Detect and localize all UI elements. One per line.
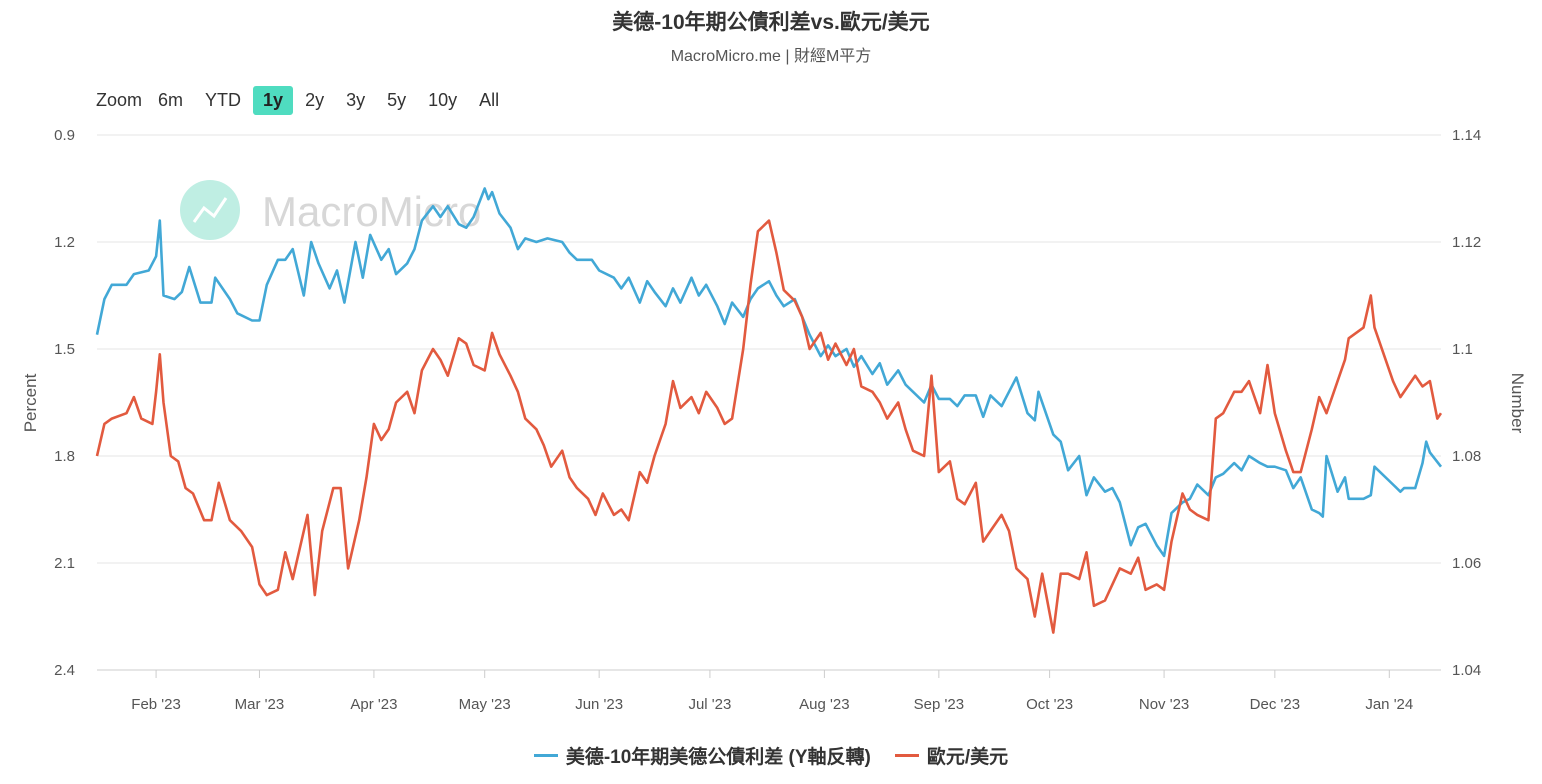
y-left-tick-label: 1.2 — [54, 234, 75, 251]
zoom-label: Zoom — [96, 89, 143, 110]
zoom-button-6m[interactable]: 6m — [158, 89, 184, 110]
x-axis: Feb '23 Mar '23 Apr '23 May '23 Jun '23 Jul '… — [131, 670, 1413, 713]
x-tick-label: Sep '23 — [914, 696, 964, 713]
legend-item-eurusd[interactable]: 歐元/美元 — [894, 742, 1009, 769]
y-axis-right-title: Number — [1508, 373, 1527, 434]
y-axis-right: 1.14 1.12 1.1 1.08 1.06 1.04 — [1452, 127, 1481, 679]
y-right-tick-label: 1.14 — [1452, 127, 1481, 144]
legend: 美德-10年期美德公債利差 (Y軸反轉) 歐元/美元 — [0, 742, 1542, 769]
zoom-button-ytd[interactable]: YTD — [205, 89, 242, 110]
x-tick-label: Nov '23 — [1139, 696, 1189, 713]
x-tick-label: Feb '23 — [131, 696, 181, 713]
legend-label-spread: 美德-10年期美德公債利差 (Y軸反轉) — [565, 747, 871, 768]
x-tick-label: Jul '23 — [688, 696, 731, 713]
zoom-button-3y[interactable]: 3y — [346, 89, 366, 110]
series-line-spread[interactable] — [95, 187, 1443, 558]
grid-lines — [97, 134, 1441, 671]
zoom-button-all[interactable]: All — [479, 89, 500, 110]
series-line-eurusd[interactable] — [95, 219, 1443, 634]
y-axis-left: 0.9 1.2 1.5 1.8 2.1 2.4 — [54, 127, 75, 679]
y-left-tick-label: 2.4 — [54, 662, 75, 679]
y-right-tick-label: 1.06 — [1452, 555, 1481, 572]
x-tick-label: Dec '23 — [1250, 696, 1300, 713]
legend-item-spread[interactable]: 美德-10年期美德公債利差 (Y軸反轉) — [533, 742, 871, 769]
y-right-tick-label: 1.04 — [1452, 662, 1481, 679]
y-left-tick-label: 0.9 — [54, 127, 75, 144]
y-left-tick-label: 2.1 — [54, 555, 75, 572]
x-tick-label: Jan '24 — [1365, 696, 1413, 713]
zoom-button-2y[interactable]: 2y — [305, 89, 325, 110]
chart-subtitle: MacroMicro.me | 財經M平方 — [670, 48, 872, 65]
watermark-chart-icon — [192, 197, 228, 223]
x-tick-label: May '23 — [459, 696, 511, 713]
x-tick-label: Mar '23 — [235, 696, 285, 713]
zoom-button-10y[interactable]: 10y — [428, 89, 458, 110]
y-left-tick-label: 1.5 — [54, 341, 75, 358]
x-tick-label: Apr '23 — [350, 696, 397, 713]
y-right-tick-label: 1.12 — [1452, 234, 1481, 251]
zoom-button-5y[interactable]: 5y — [387, 89, 407, 110]
watermark-logo-icon — [180, 180, 240, 240]
watermark-text: MacroMicro — [262, 188, 481, 235]
legend-label-eurusd: 歐元/美元 — [926, 747, 1009, 768]
y-right-tick-label: 1.08 — [1452, 448, 1481, 465]
chart-title: 美德-10年期公債利差vs.歐元/美元 — [612, 11, 930, 34]
zoom-button-1y[interactable]: 1y — [253, 85, 294, 115]
legend-line-icon — [533, 754, 558, 757]
x-tick-label: Oct '23 — [1026, 696, 1073, 713]
y-axis-left-title: Percent — [21, 373, 40, 432]
y-right-tick-label: 1.1 — [1452, 341, 1473, 358]
x-tick-label: Jun '23 — [575, 696, 623, 713]
y-left-tick-label: 1.8 — [54, 448, 75, 465]
x-tick-label: Aug '23 — [799, 696, 849, 713]
legend-line-icon — [894, 754, 919, 757]
zoom-bar: Zoom 6m YTD 1y 2y 3y 5y 10y All — [96, 84, 511, 116]
series-lines — [95, 187, 1443, 634]
